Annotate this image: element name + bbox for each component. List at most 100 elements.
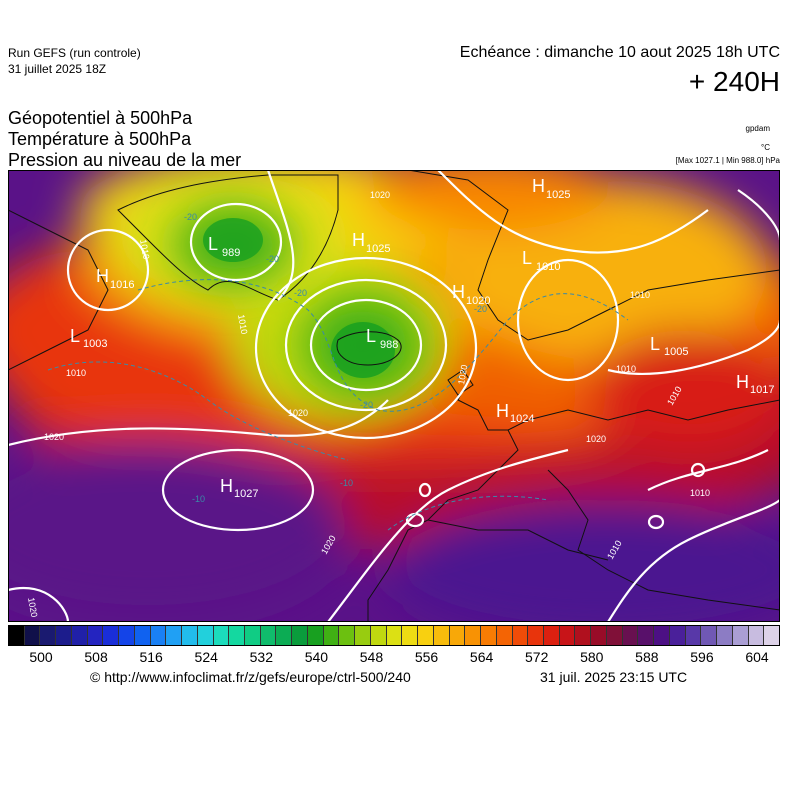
pressure-center-labels: L 989 H 1016 L 1003 H 1025 L 988 H 1020 L 1010 … (70, 176, 774, 500)
colorbar-cell (276, 626, 293, 645)
colorbar-cell (685, 626, 702, 645)
svg-text:H: H (220, 476, 233, 496)
colorbar-ticks: 500 508 516 524 532 540 548 556 564 572 580 588 596 6… (8, 649, 780, 667)
svg-text:1020: 1020 (586, 434, 606, 444)
svg-text:H: H (96, 266, 109, 286)
low-scandinavia-label: L 1010 (522, 248, 560, 273)
colorbar-cell (701, 626, 718, 645)
isobars (8, 170, 780, 622)
colorbar-tick-label: 532 (249, 649, 273, 665)
svg-text:1005: 1005 (664, 346, 688, 358)
colorbar-cell (559, 626, 576, 645)
unit-temperature: °C (761, 143, 770, 152)
low-core-greenland (203, 218, 263, 262)
isobar-value-labels: 1010 1020 1010 1010 1020 1020 1010 1020 … (26, 190, 710, 618)
low-greenland-west-label: L 989 (208, 234, 240, 259)
isotherm-value-labels: -20 -20 -20 -20 -20 -10 -10 (184, 212, 487, 504)
colorbar-cell (543, 626, 560, 645)
colorbar-tick-label: 548 (359, 649, 384, 665)
colorbar-tick-label: 556 (414, 649, 439, 665)
colorbar-cell (24, 626, 41, 645)
unit-geopotential: gpdam (745, 124, 770, 133)
colorbar-tick-label: 524 (194, 649, 218, 665)
colorbar-cell (71, 626, 88, 645)
high-central-europe-label: H 1024 (496, 401, 534, 425)
svg-text:1020: 1020 (466, 295, 490, 307)
lead-time: + 240H (688, 66, 780, 97)
svg-text:1025: 1025 (546, 189, 570, 201)
svg-text:1010: 1010 (236, 314, 249, 335)
svg-text:1010: 1010 (616, 364, 636, 374)
svg-text:1020: 1020 (44, 432, 64, 442)
svg-text:1010: 1010 (630, 290, 650, 300)
high-arctic-label: H 1025 (532, 176, 570, 201)
copyright-source[interactable]: © http://www.infoclimat.fr/z/gefs/europe… (90, 669, 411, 685)
svg-text:1020: 1020 (288, 408, 308, 418)
colorbar-cell (606, 626, 623, 645)
colorbar-cell (134, 626, 151, 645)
svg-text:988: 988 (380, 339, 398, 351)
svg-text:1020: 1020 (26, 597, 39, 618)
colorbar-cell (512, 626, 529, 645)
colorbar (8, 625, 780, 646)
colorbar-cell (732, 626, 749, 645)
svg-text:1017: 1017 (750, 384, 774, 396)
colorbar-cell (496, 626, 513, 645)
svg-text:-20: -20 (474, 304, 487, 314)
colorbar-cell (418, 626, 434, 645)
colorbar-tick-label: 564 (469, 649, 494, 665)
svg-text:L: L (366, 326, 376, 346)
run-title: Run GEFS (run controle) (8, 46, 141, 60)
low-newfoundland-label: L 1003 (70, 326, 107, 350)
svg-text:1027: 1027 (234, 488, 258, 500)
svg-text:989: 989 (222, 247, 240, 259)
colorbar-cell (433, 626, 450, 645)
colorbar-cell (465, 626, 482, 645)
colorbar-cell (56, 626, 72, 645)
colorbar-tick-label: 596 (690, 649, 714, 665)
svg-text:1020: 1020 (370, 190, 390, 200)
svg-text:-10: -10 (192, 494, 205, 504)
colorbar-cell (386, 626, 403, 645)
colorbar-cell (9, 626, 25, 645)
colorbar-cell (669, 626, 686, 645)
colorbar-cell (449, 626, 466, 645)
colorbar-cell (402, 626, 419, 645)
colorbar-cell (481, 626, 497, 645)
svg-text:1010: 1010 (690, 488, 710, 498)
svg-text:-20: -20 (184, 212, 197, 222)
colorbar-cell (748, 626, 765, 645)
isotherms (47, 279, 629, 531)
high-labrador-label: H 1016 (96, 266, 134, 291)
colorbar-tick-label: 540 (304, 649, 329, 665)
svg-text:1016: 1016 (110, 279, 134, 291)
svg-text:1003: 1003 (83, 338, 107, 350)
low-russia-label: L 1005 (650, 334, 688, 358)
run-date: 31 juillet 2025 18Z (8, 62, 107, 76)
high-azores-label: H 1027 (220, 476, 258, 500)
colorbar-cell (245, 626, 261, 645)
svg-text:H: H (352, 230, 365, 250)
colorbar-cell (119, 626, 135, 645)
svg-text:1025: 1025 (366, 243, 390, 255)
svg-text:H: H (532, 176, 545, 196)
unit-pressure-range: [Max 1027.1 | Min 988.0] hPa (675, 156, 780, 165)
colorbar-tick-label: 500 (29, 649, 53, 665)
colorbar-cell (717, 626, 733, 645)
parameter-temperature: Température à 500hPa (8, 129, 192, 149)
colorbar-cell (339, 626, 356, 645)
colorbar-cell (591, 626, 607, 645)
parameter-geopotential: Géopotentiel à 500hPa (8, 108, 193, 128)
colorbar-cell (40, 626, 57, 645)
colorbar-tick-label: 588 (635, 649, 659, 665)
colorbar-tick-label: 572 (525, 649, 549, 665)
colorbar-cell (229, 626, 246, 645)
svg-text:1020: 1020 (456, 364, 469, 385)
svg-text:-20: -20 (266, 254, 279, 264)
colorbar-cell (622, 626, 639, 645)
colorbar-cell (638, 626, 655, 645)
low-iceland-label: L 988 (366, 326, 398, 351)
parameter-pressure: Pression au niveau de la mer (8, 150, 242, 170)
svg-text:-10: -10 (340, 478, 353, 488)
colorbar-cell (197, 626, 214, 645)
